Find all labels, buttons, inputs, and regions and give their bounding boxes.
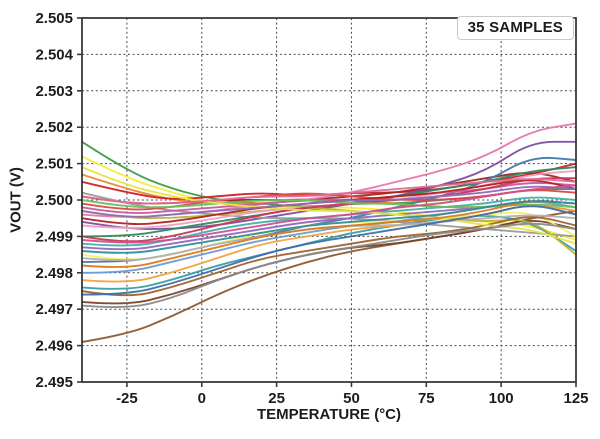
x-tick-label: 50 bbox=[343, 390, 360, 407]
y-tick-label: 2.504 bbox=[35, 46, 73, 63]
series-line bbox=[81, 184, 577, 244]
legend-label: 35 SAMPLES bbox=[467, 19, 563, 36]
y-tick-label: 2.505 bbox=[35, 10, 73, 27]
x-tick-label: 125 bbox=[563, 390, 588, 407]
legend: 35 SAMPLES bbox=[456, 16, 574, 40]
series-line bbox=[81, 185, 577, 218]
y-tick-label: 2.499 bbox=[35, 228, 73, 245]
series-line bbox=[81, 166, 577, 245]
x-tick-label: -25 bbox=[116, 390, 138, 407]
y-tick-label: 2.497 bbox=[35, 301, 73, 318]
series-line bbox=[81, 200, 577, 268]
y-tick-label: 2.495 bbox=[35, 374, 73, 391]
series-line bbox=[81, 200, 577, 254]
x-tick-label: 0 bbox=[198, 390, 206, 407]
x-axis-title: TEMPERATURE (°C) bbox=[256, 406, 402, 423]
series-line bbox=[81, 222, 577, 308]
x-tick-label: 75 bbox=[418, 390, 435, 407]
y-axis-title: VOUT (V) bbox=[7, 167, 25, 233]
y-tick-label: 2.500 bbox=[35, 192, 73, 209]
x-tick-label: 25 bbox=[268, 390, 285, 407]
y-tick-label: 2.503 bbox=[35, 83, 73, 100]
series-line bbox=[81, 216, 577, 297]
x-tick-label: 100 bbox=[489, 390, 514, 407]
series-line bbox=[81, 177, 577, 243]
y-tick-label: 2.498 bbox=[35, 265, 73, 282]
y-tick-label: 2.502 bbox=[35, 119, 73, 136]
y-tick-label: 2.501 bbox=[35, 156, 73, 173]
series-line bbox=[81, 178, 577, 205]
series-line bbox=[81, 207, 577, 256]
series-line bbox=[81, 205, 577, 296]
y-tick-label: 2.496 bbox=[35, 338, 73, 355]
